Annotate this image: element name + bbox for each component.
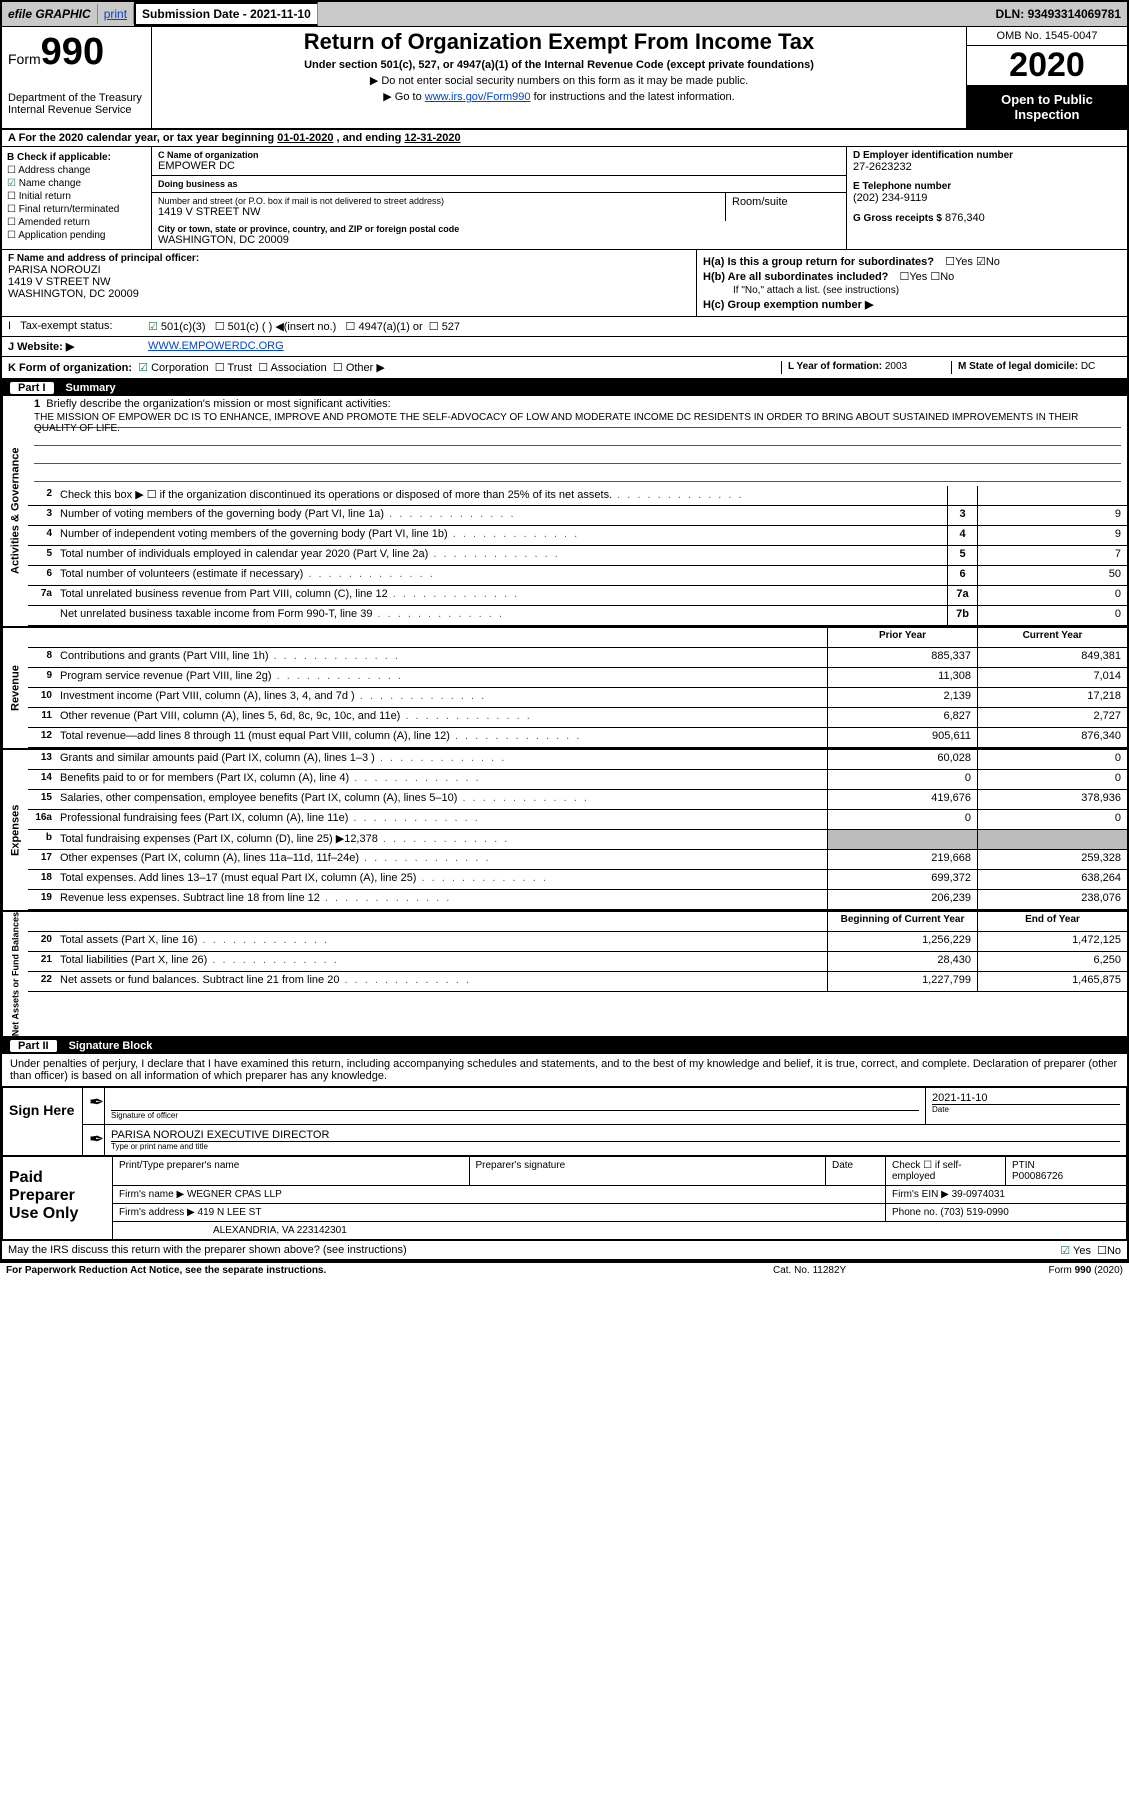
firm-phone: (703) 519-0990 [940,1207,1008,1218]
department: Department of the Treasury Internal Reve… [8,92,145,116]
prior-year-hdr: Prior Year [827,628,977,647]
line-3: 3 Number of voting members of the govern… [28,506,1127,526]
form-header: Form990 Department of the Treasury Inter… [2,27,1127,130]
checkbox-address-change: Address change [7,165,146,176]
box-c: C Name of organization EMPOWER DC Doing … [152,147,847,249]
discuss-row: May the IRS discuss this return with the… [2,1240,1127,1261]
line-17: 17 Other expenses (Part IX, column (A), … [28,850,1127,870]
dln: DLN: 93493314069781 [990,4,1127,24]
side-revenue: Revenue [2,628,28,748]
line-4: 4 Number of independent voting members o… [28,526,1127,546]
box-b: B Check if applicable: Address changeNam… [2,147,152,249]
org-name: EMPOWER DC [158,160,840,172]
line-12: 12 Total revenue—add lines 8 through 11 … [28,728,1127,748]
checkbox-application-pending: Application pending [7,230,146,241]
form-number: Form990 [8,31,145,74]
side-expenses: Expenses [2,750,28,910]
form-org-row: K Form of organization: Corporation ☐ Tr… [2,357,1127,380]
line-19: 19 Revenue less expenses. Subtract line … [28,890,1127,910]
officer-block: F Name and address of principal officer:… [2,250,1127,317]
line-10: 10 Investment income (Part VIII, column … [28,688,1127,708]
link-note: Go to www.irs.gov/Form990 for instructio… [160,90,958,103]
ein: 27-2623232 [853,161,1121,173]
501c3-checkbox [148,321,161,333]
officer-name: PARISA NOROUZI [8,264,690,276]
open-inspection: Open to PublicInspection [967,86,1127,128]
print-link[interactable]: print [98,4,134,24]
line-15: 15 Salaries, other compensation, employe… [28,790,1127,810]
identity-block: B Check if applicable: Address changeNam… [2,147,1127,250]
line-9: 9 Program service revenue (Part VIII, li… [28,668,1127,688]
sign-arrow-icon: ✒ [83,1125,105,1155]
paid-preparer-block: Paid Preparer Use Only Print/Type prepar… [2,1156,1127,1240]
checkbox-final-return-terminated: Final return/terminated [7,204,146,215]
year-formation: 2003 [885,361,907,372]
gross-receipts: 876,340 [945,212,985,224]
box-d-e-g: D Employer identification number 27-2623… [847,147,1127,249]
telephone: (202) 234-9119 [853,192,1121,204]
line-22: 22 Net assets or fund balances. Subtract… [28,972,1127,992]
line-18: 18 Total expenses. Add lines 13–17 (must… [28,870,1127,890]
sign-here-block: Sign Here ✒ Signature of officer 2021-11… [2,1086,1127,1156]
line-16a: 16a Professional fundraising fees (Part … [28,810,1127,830]
ssn-note: Do not enter social security numbers on … [160,74,958,87]
sign-date: 2021-11-10 [932,1092,1120,1104]
website-link[interactable]: WWW.EMPOWERDC.ORG [148,340,284,352]
checkbox-name-change: Name change [7,178,146,189]
period-row: A For the 2020 calendar year, or tax yea… [2,130,1127,147]
form-subtitle: Under section 501(c), 527, or 4947(a)(1)… [160,59,958,71]
checkbox-initial-return: Initial return [7,191,146,202]
line-b: b Total fundraising expenses (Part IX, c… [28,830,1127,850]
omb-number: OMB No. 1545-0047 [967,27,1127,46]
sign-arrow-icon: ✒ [83,1088,105,1124]
city-state-zip: WASHINGTON, DC 20009 [158,234,840,246]
line-21: 21 Total liabilities (Part X, line 26) 2… [28,952,1127,972]
firm-ein: 39-0974031 [952,1189,1005,1200]
form-title: Return of Organization Exempt From Incom… [160,29,958,55]
state-domicile: DC [1081,361,1095,372]
line-14: 14 Benefits paid to or for members (Part… [28,770,1127,790]
line-11: 11 Other revenue (Part VIII, column (A),… [28,708,1127,728]
street-address: 1419 V STREET NW [158,206,719,218]
ptin: P00086726 [1012,1171,1063,1182]
website-row: J Website: ▶ WWW.EMPOWERDC.ORG [2,337,1127,357]
firm-name: WEGNER CPAS LLP [187,1189,282,1200]
line-13: 13 Grants and similar amounts paid (Part… [28,750,1127,770]
line-7a: 7a Total unrelated business revenue from… [28,586,1127,606]
line-2: 2 Check this box ▶ ☐ if the organization… [28,486,1127,506]
line-5: 5 Total number of individuals employed i… [28,546,1127,566]
line-6: 6 Total number of volunteers (estimate i… [28,566,1127,586]
line-8: 8 Contributions and grants (Part VIII, l… [28,648,1127,668]
tax-year: 2020 [967,46,1127,86]
part2-header: Part II Signature Block [2,1038,1127,1054]
officer-sig-name: PARISA NOROUZI EXECUTIVE DIRECTOR [111,1129,1120,1141]
topbar: efile GRAPHIC print Submission Date - 20… [2,2,1127,27]
checkbox-amended-return: Amended return [7,217,146,228]
part1-header: Part I Summary [2,380,1127,396]
efile-graphic: efile GRAPHIC [2,4,98,24]
irs-link[interactable]: www.irs.gov/Form990 [425,91,531,103]
side-governance: Activities & Governance [2,396,28,626]
line-20: 20 Total assets (Part X, line 16) 1,256,… [28,932,1127,952]
page-footer: For Paperwork Reduction Act Notice, see … [0,1263,1129,1278]
current-year-hdr: Current Year [977,628,1127,647]
tax-exempt-row: I Tax-exempt status: 501(c)(3) ☐ 501(c) … [2,317,1127,337]
declaration: Under penalties of perjury, I declare th… [2,1054,1127,1086]
mission-text: THE MISSION OF EMPOWER DC IS TO ENHANCE,… [34,412,1121,428]
submission-date: Submission Date - 2021-11-10 [134,2,318,26]
side-netassets: Net Assets or Fund Balances [2,912,28,1036]
line-: Net unrelated business taxable income fr… [28,606,1127,626]
